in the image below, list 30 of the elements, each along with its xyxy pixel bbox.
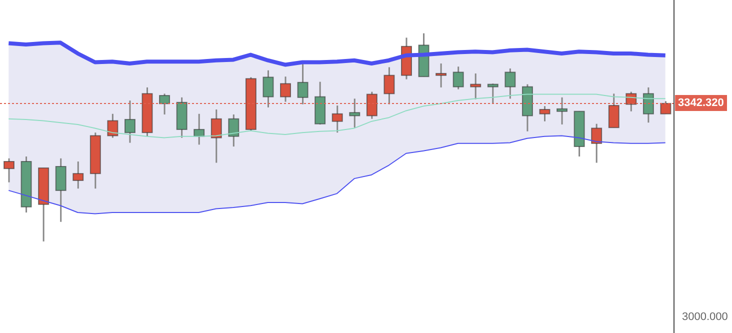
candlestick: [470, 72, 482, 100]
candlestick: [297, 62, 308, 106]
candlestick: [487, 82, 498, 104]
candlestick: [55, 158, 66, 223]
candlestick: [280, 76, 292, 103]
candlestick: [626, 91, 637, 112]
candlestick: [608, 92, 620, 128]
candlestick: [194, 113, 205, 146]
candlestick: [210, 108, 222, 164]
candlestick: [107, 113, 118, 139]
candlestick: [228, 114, 240, 148]
candlestick: [642, 86, 654, 124]
candlestick: [159, 92, 170, 116]
candlestick: [4, 158, 14, 184]
candlestick: [591, 123, 602, 164]
candlestick: [72, 160, 84, 190]
candlestick: [660, 100, 672, 115]
candlestick: [539, 105, 550, 122]
text: 3342.320: [675, 95, 727, 112]
candlestick: [436, 62, 447, 88]
candlestick: [556, 96, 568, 126]
candlestick: [262, 70, 274, 108]
candlestick: [124, 100, 136, 144]
candlestick: [366, 91, 378, 120]
candlestick: [452, 66, 464, 90]
candlestick: [384, 66, 395, 106]
candlestick: [332, 104, 343, 134]
candlestick: [349, 98, 360, 128]
text: 3000.000: [682, 311, 728, 323]
candlestick: [504, 68, 516, 100]
